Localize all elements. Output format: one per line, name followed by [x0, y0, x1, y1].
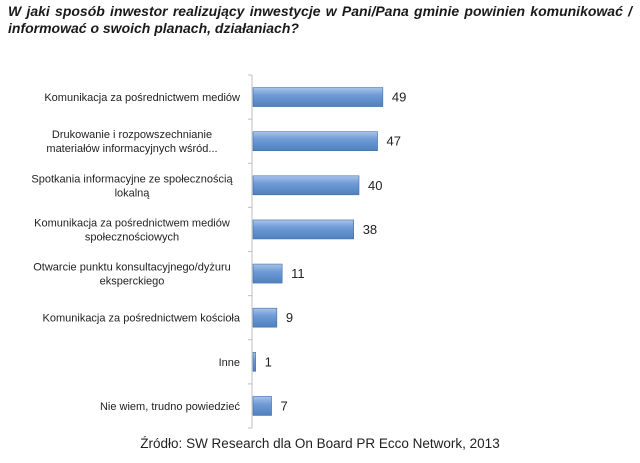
bar	[252, 87, 384, 107]
data-label: 47	[387, 134, 401, 149]
data-label: 40	[368, 178, 382, 193]
category-label: Spotkania informacyjne ze społecznością l…	[31, 173, 233, 199]
data-label: 38	[363, 222, 377, 237]
bar	[252, 175, 360, 196]
chart-title: W jaki sposób inwestor realizujący inwes…	[8, 3, 632, 36]
category-label: Komunikacja za pośrednictwem mediów	[44, 92, 240, 104]
data-label: 11	[291, 266, 305, 281]
category-label: Inne	[219, 357, 240, 369]
category-label: Nie wiem, trudno powiedzieć	[100, 401, 241, 413]
bar	[252, 396, 272, 416]
category-label: Komunikacja za pośrednictwem kościoła	[43, 313, 241, 325]
bar	[252, 131, 378, 151]
data-label: 49	[392, 90, 406, 105]
category-label: Drukowanie i rozpowszechnianie materiałów…	[46, 129, 217, 155]
data-label: 9	[286, 310, 293, 325]
bar	[252, 219, 354, 240]
source-note: Źródło: SW Research dla On Board PR Ecco…	[140, 436, 500, 451]
bar	[252, 263, 283, 284]
data-label: 1	[265, 354, 272, 369]
category-label: Komunikacja za pośrednictwem mediów społe…	[34, 217, 230, 243]
category-label: Otwarcie punktu konsultacyjnego/dyżuru ek…	[33, 262, 231, 288]
bar	[252, 307, 278, 328]
bar	[252, 352, 256, 372]
data-label: 7	[281, 398, 288, 413]
